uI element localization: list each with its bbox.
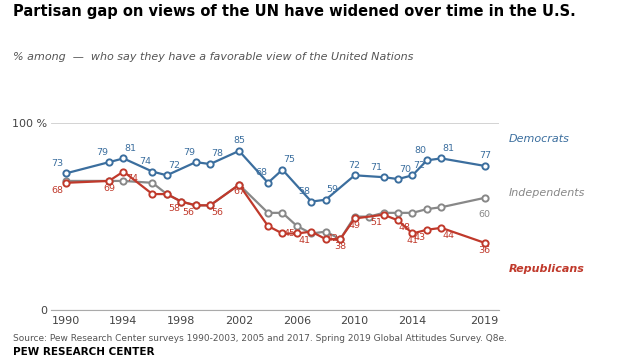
Text: 79: 79	[183, 148, 195, 157]
Text: 36: 36	[479, 245, 491, 255]
Text: 81: 81	[124, 144, 136, 153]
Text: 74: 74	[126, 174, 138, 183]
Text: 49: 49	[349, 221, 361, 230]
Text: 78: 78	[211, 149, 223, 158]
Text: 71: 71	[371, 162, 383, 171]
Text: 79: 79	[96, 148, 108, 157]
Text: 43: 43	[414, 232, 426, 242]
Text: 72: 72	[168, 161, 180, 170]
Text: 58: 58	[298, 187, 310, 196]
Text: 77: 77	[479, 151, 491, 160]
Text: 59: 59	[327, 185, 339, 194]
Text: 68: 68	[255, 168, 267, 177]
Text: 80: 80	[414, 146, 426, 155]
Text: 85: 85	[233, 136, 245, 145]
Text: 44: 44	[442, 231, 454, 240]
Text: 56: 56	[211, 208, 223, 217]
Text: 74: 74	[140, 157, 152, 166]
Text: 38: 38	[334, 242, 346, 251]
Text: 75: 75	[284, 155, 296, 164]
Text: 72: 72	[413, 161, 426, 170]
Text: 48: 48	[399, 223, 411, 232]
Text: 81: 81	[442, 144, 454, 153]
Text: 41: 41	[298, 236, 310, 245]
Text: Independents: Independents	[509, 188, 585, 198]
Text: PEW RESEARCH CENTER: PEW RESEARCH CENTER	[13, 347, 154, 357]
Text: 73: 73	[51, 159, 63, 168]
Text: 42: 42	[327, 234, 339, 243]
Text: 51: 51	[371, 217, 383, 226]
Text: Republicans: Republicans	[509, 264, 585, 274]
Text: 68: 68	[51, 186, 63, 195]
Text: 69: 69	[103, 184, 115, 193]
Text: Source: Pew Research Center surveys 1990-2003, 2005 and 2017. Spring 2019 Global: Source: Pew Research Center surveys 1990…	[13, 334, 507, 343]
Text: Democrats: Democrats	[509, 134, 570, 144]
Text: 58: 58	[168, 204, 180, 213]
Text: 60: 60	[479, 210, 491, 219]
Text: % among  —  who say they have a favorable view of the United Nations: % among — who say they have a favorable …	[13, 52, 413, 62]
Text: 70: 70	[399, 165, 411, 174]
Text: Partisan gap on views of the UN have widened over time in the U.S.: Partisan gap on views of the UN have wid…	[13, 4, 575, 19]
Text: 56: 56	[183, 208, 195, 217]
Text: 67: 67	[233, 187, 245, 196]
Text: 72: 72	[349, 161, 361, 170]
Text: 41: 41	[406, 236, 419, 245]
Text: 45: 45	[284, 229, 296, 238]
